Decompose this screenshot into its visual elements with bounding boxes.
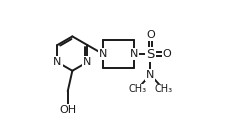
Text: S: S [146,48,154,61]
Text: O: O [162,49,170,59]
Text: N: N [53,57,61,67]
Text: N: N [129,49,137,59]
Text: OH: OH [59,105,76,115]
Text: CH₃: CH₃ [128,84,146,94]
Text: N: N [146,70,154,80]
Text: O: O [145,30,154,40]
Text: N: N [99,49,107,59]
Text: N: N [83,57,91,67]
Text: CH₃: CH₃ [154,84,172,94]
